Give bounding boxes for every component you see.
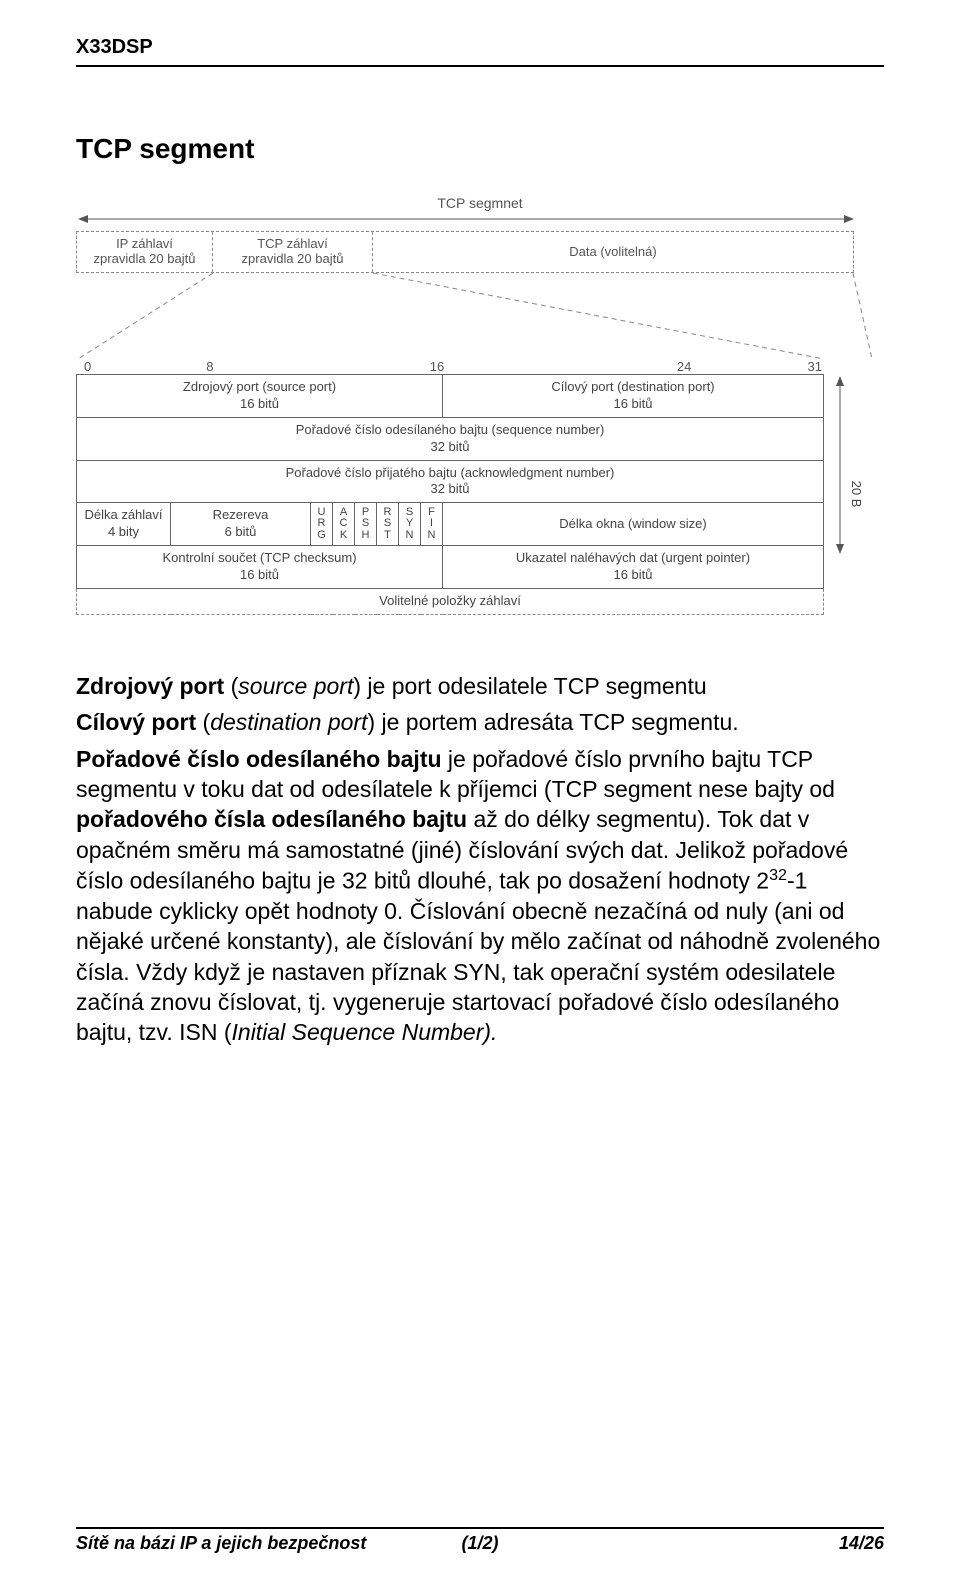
side-20b-label: 20 B bbox=[849, 481, 864, 508]
tcp-segment-diagram: TCP segmnet IP záhlaví zpravidla 20 bajt… bbox=[76, 195, 884, 615]
bit-scale: 0 8 16 24 31 bbox=[76, 359, 826, 374]
urgptr-cell: Ukazatel naléhavých dat (urgent pointer)… bbox=[443, 546, 824, 589]
bit-16: 16 bbox=[430, 359, 444, 374]
footer-right: 14/26 bbox=[507, 1533, 885, 1554]
flag-urg: URG bbox=[311, 503, 333, 546]
seq-cell: Pořadové číslo odesílaného bajtu (sequen… bbox=[77, 417, 824, 460]
segment-top-row: IP záhlaví zpravidla 20 bajtů TCP záhlav… bbox=[76, 231, 854, 273]
expansion-lines bbox=[76, 273, 884, 359]
section-title: TCP segment bbox=[76, 133, 884, 165]
tcp-header-table: Zdrojový port (source port) 16 bitů Cílo… bbox=[76, 374, 824, 615]
page: X33DSP TCP segment TCP segmnet IP záhlav… bbox=[0, 0, 960, 1582]
tcp-header-line2: zpravidla 20 bajtů bbox=[217, 251, 368, 266]
course-code: X33DSP bbox=[76, 36, 884, 59]
src-port-cell: Zdrojový port (source port) 16 bitů bbox=[77, 375, 443, 418]
para-1: Zdrojový port (source port) je port odes… bbox=[76, 671, 884, 701]
page-footer: Sítě na bázi IP a jejich bezpečnost (1/2… bbox=[76, 1527, 884, 1554]
flag-ack: ACK bbox=[333, 503, 355, 546]
tcp-header-line1: TCP záhlaví bbox=[217, 236, 368, 251]
rule-bottom bbox=[76, 1527, 884, 1529]
flag-fin: FIN bbox=[421, 503, 443, 546]
segment-extent-arrow bbox=[76, 213, 884, 225]
checksum-cell: Kontrolní součet (TCP checksum) 16 bitů bbox=[77, 546, 443, 589]
side-20b: 20 B bbox=[824, 374, 858, 615]
ack-cell: Pořadové číslo přijatého bajtu (acknowle… bbox=[77, 460, 824, 503]
footer-row: Sítě na bázi IP a jejich bezpečnost (1/2… bbox=[76, 1533, 884, 1554]
tcp-header-table-wrap: Zdrojový port (source port) 16 bitů Cílo… bbox=[76, 374, 884, 615]
para-2: Cílový port (destination port) je portem… bbox=[76, 707, 884, 737]
flag-rst: RST bbox=[377, 503, 399, 546]
tcp-header-box: TCP záhlaví zpravidla 20 bajtů bbox=[213, 232, 373, 272]
bit-8: 8 bbox=[34, 359, 386, 374]
footer-left: Sítě na bázi IP a jejich bezpečnost bbox=[76, 1533, 454, 1554]
ip-header-line1: IP záhlaví bbox=[81, 236, 208, 251]
footer-center: (1/2) bbox=[454, 1533, 507, 1554]
body-text: Zdrojový port (source port) je port odes… bbox=[76, 671, 884, 1048]
ip-header-line2: zpravidla 20 bajtů bbox=[81, 251, 208, 266]
bit-24: 24 bbox=[508, 359, 860, 374]
para-3: Pořadové číslo odesílaného bajtu je pořa… bbox=[76, 744, 884, 1048]
options-cell: Volitelné položky záhlaví bbox=[77, 588, 824, 614]
segment-label: TCP segmnet bbox=[76, 195, 884, 211]
reserved-cell: Rezereva 6 bitů bbox=[171, 503, 311, 546]
flag-psh: PSH bbox=[355, 503, 377, 546]
rule-top bbox=[76, 65, 884, 67]
dst-port-cell: Cílový port (destination port) 16 bitů bbox=[443, 375, 824, 418]
win-cell: Délka okna (window size) bbox=[443, 503, 824, 546]
flag-syn: SYN bbox=[399, 503, 421, 546]
data-box: Data (volitelná) bbox=[373, 232, 853, 272]
ip-header-box: IP záhlaví zpravidla 20 bajtů bbox=[77, 232, 213, 272]
hlen-cell: Délka záhlaví 4 bity bbox=[77, 503, 171, 546]
